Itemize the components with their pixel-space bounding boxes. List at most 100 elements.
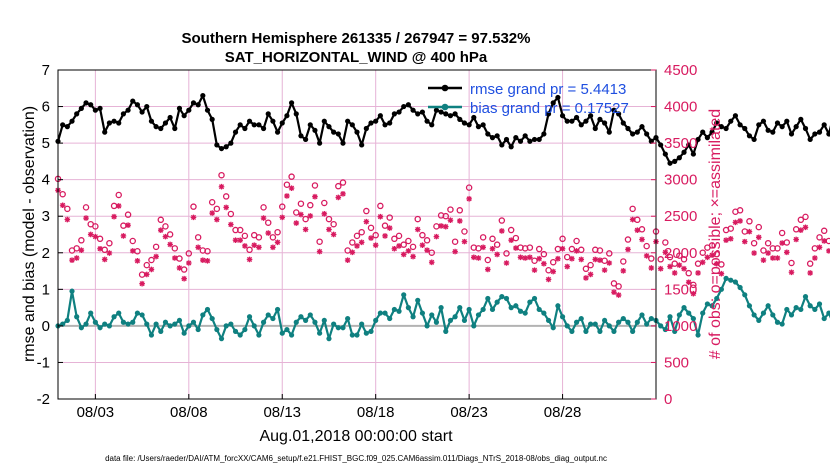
series-point-bias [387,315,393,322]
obs-assimilated-marker [550,268,557,275]
obs-possible-marker [680,256,688,263]
obs-possible-marker [307,201,314,209]
series-point-rmse [153,124,159,130]
series-point-bias [774,319,781,325]
obs-assimilated-marker [793,236,799,243]
series-point-bias [662,326,668,333]
obs-assimilated-marker [713,260,720,267]
series-point-rmse [784,118,790,124]
series-point-bias [788,312,795,318]
obs-assimilated-marker [667,263,673,270]
series-point-bias [74,314,80,320]
series-point-bias [816,301,823,307]
series-point-rmse [499,142,505,148]
series-point-rmse [559,113,566,119]
obs-possible-marker [264,219,272,226]
obs-possible-marker [101,246,108,254]
series-point-rmse [130,98,136,104]
series-point-rmse [602,120,608,126]
series-point-bias [784,306,790,313]
obs-assimilated-marker [662,249,669,256]
series-point-bias [88,310,94,316]
series-point-bias [583,328,589,334]
series-point-rmse [690,151,696,157]
obs-possible-marker [806,260,814,267]
series-point-bias [158,328,164,334]
obs-assimilated-marker [335,194,342,201]
series-point-rmse [419,109,426,115]
series-point-bias [134,310,141,316]
obs-possible-marker [377,202,384,210]
obs-assimilated-marker [634,227,641,234]
obs-possible-marker [456,207,464,214]
series-point-rmse [770,129,776,135]
series-point-rmse [737,122,743,128]
obs-possible-marker [507,226,515,234]
obs-assimilated-marker [573,248,580,254]
obs-assimilated-marker [340,191,346,197]
obs-possible-marker [143,261,151,269]
series-point-rmse [489,135,496,141]
series-point-bias [223,323,229,329]
series-point-rmse [172,125,178,132]
obs-assimilated-marker [499,228,505,234]
series-point-rmse [144,103,150,110]
series-point-rmse [256,122,262,128]
obs-assimilated-marker [760,257,767,263]
series-point-rmse [162,120,169,126]
obs-assimilated-marker [424,247,430,253]
obs-possible-marker [405,237,412,245]
series-point-rmse [88,102,94,108]
obs-assimilated-marker [307,213,314,219]
obs-assimilated-marker [134,258,141,264]
obs-assimilated-marker [316,248,323,255]
tick-layer: -2 -1 0 1 2 3 4 5 6 7 0 500 1000 1500 2000 2500 3000 3500… [37,62,698,421]
obs-assimilated-marker [372,242,379,248]
series-point-bias [186,323,192,329]
series-point-bias [597,328,603,334]
series-point-rmse [363,125,369,132]
series-point-bias [709,303,715,309]
legend-rmse-label: rmse grand pr = 5.4413 [470,81,626,98]
series-point-bias [728,277,734,283]
series-point-rmse [658,142,664,148]
series-point-bias [700,310,706,316]
series-point-rmse [513,135,519,141]
obs-assimilated-marker [494,251,500,258]
obs-assimilated-marker [111,213,117,220]
series-point-bias [78,325,84,331]
obs-possible-marker [573,237,580,245]
series-point-bias [153,321,159,327]
series-point-rmse [494,133,500,139]
series-point-bias [60,321,66,327]
obs-assimilated-marker [83,215,89,221]
obs-possible-marker [124,211,132,218]
series-point-bias [340,325,346,331]
series-point-rmse [345,118,351,124]
legend: rmse grand pr = 5.4413 bias grand pr = 0… [428,81,629,117]
obs-possible-marker [638,226,646,233]
series-point-rmse [298,133,304,139]
series-point-bias [714,295,720,302]
plot-frame [57,69,657,400]
obs-possible-marker [278,203,286,210]
series-point-rmse [648,138,654,144]
obs-possible-marker [783,239,791,246]
series-point-rmse [536,136,542,143]
series-point-bias [602,317,608,324]
series-point-bias [672,328,678,334]
series-point-bias [204,306,211,313]
series-point-bias [97,325,103,331]
obs-possible-marker [325,215,333,223]
series-point-rmse [634,129,640,135]
series-point-rmse [700,129,706,135]
obs-assimilated-marker [386,225,393,231]
series-point-bias [826,310,830,316]
obs-possible-marker [274,228,281,236]
series-point-rmse [368,120,374,126]
series-point-rmse [97,105,103,111]
obs-possible-marker [185,250,193,257]
obs-assimilated-marker [685,279,692,286]
obs-possible-marker [171,245,179,252]
